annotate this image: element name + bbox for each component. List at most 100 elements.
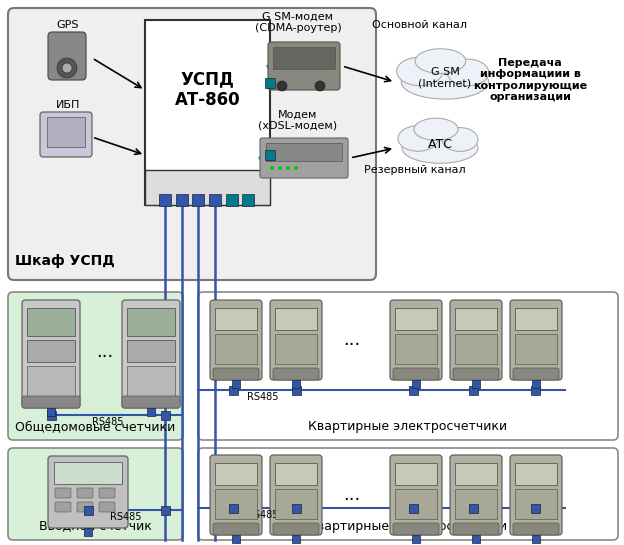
Text: Резервный канал: Резервный канал bbox=[364, 165, 466, 175]
FancyBboxPatch shape bbox=[122, 396, 180, 408]
Bar bbox=[145, 170, 270, 205]
FancyBboxPatch shape bbox=[77, 502, 93, 512]
Text: RS485: RS485 bbox=[110, 512, 142, 522]
Bar bbox=[160, 410, 170, 420]
FancyBboxPatch shape bbox=[210, 300, 262, 380]
Bar bbox=[215, 489, 257, 519]
Bar bbox=[192, 194, 204, 206]
Bar bbox=[273, 47, 335, 69]
FancyBboxPatch shape bbox=[390, 300, 442, 380]
FancyBboxPatch shape bbox=[510, 300, 562, 380]
Text: УСПД
АТ-860: УСПД АТ-860 bbox=[175, 71, 240, 110]
Bar bbox=[54, 462, 122, 484]
FancyBboxPatch shape bbox=[99, 502, 115, 512]
Bar bbox=[27, 308, 75, 336]
Text: G SM
(Internet): G SM (Internet) bbox=[419, 67, 472, 89]
FancyBboxPatch shape bbox=[213, 523, 259, 535]
Text: G SM-модем
(CDMA-роутер): G SM-модем (CDMA-роутер) bbox=[255, 11, 341, 33]
Bar bbox=[530, 385, 540, 395]
FancyBboxPatch shape bbox=[393, 368, 439, 380]
Bar bbox=[455, 489, 497, 519]
Bar bbox=[409, 504, 417, 512]
Bar bbox=[265, 150, 275, 160]
FancyBboxPatch shape bbox=[450, 300, 502, 380]
Bar bbox=[242, 194, 254, 206]
FancyBboxPatch shape bbox=[260, 138, 348, 178]
Bar bbox=[275, 463, 317, 485]
FancyBboxPatch shape bbox=[22, 300, 80, 408]
Circle shape bbox=[270, 166, 274, 170]
Text: Модем
(xDSL-модем): Модем (xDSL-модем) bbox=[258, 109, 338, 131]
Bar bbox=[127, 366, 175, 396]
Circle shape bbox=[62, 63, 72, 73]
Bar bbox=[127, 340, 175, 362]
Bar bbox=[176, 194, 188, 206]
Text: RS485: RS485 bbox=[92, 417, 124, 427]
FancyBboxPatch shape bbox=[273, 523, 319, 535]
FancyBboxPatch shape bbox=[450, 455, 502, 535]
Bar bbox=[515, 308, 557, 330]
FancyBboxPatch shape bbox=[453, 368, 499, 380]
Text: Шкаф УСПД: Шкаф УСПД bbox=[15, 254, 115, 268]
Text: Передача
информациии в
контролирующие
организации: Передача информациии в контролирующие ор… bbox=[473, 58, 587, 102]
FancyBboxPatch shape bbox=[198, 448, 618, 540]
Text: ...: ... bbox=[343, 486, 361, 504]
Bar bbox=[266, 143, 342, 161]
Bar bbox=[275, 334, 317, 364]
Bar bbox=[265, 78, 275, 88]
Bar bbox=[209, 194, 221, 206]
FancyBboxPatch shape bbox=[198, 292, 618, 440]
Text: Вводной счётчик: Вводной счётчик bbox=[39, 520, 152, 533]
Ellipse shape bbox=[398, 126, 438, 151]
FancyBboxPatch shape bbox=[8, 448, 183, 540]
FancyBboxPatch shape bbox=[77, 488, 93, 498]
Text: RS485: RS485 bbox=[247, 392, 279, 402]
Text: ИБП: ИБП bbox=[56, 100, 80, 110]
Circle shape bbox=[57, 58, 77, 78]
Bar bbox=[395, 463, 437, 485]
Ellipse shape bbox=[402, 132, 478, 164]
FancyBboxPatch shape bbox=[393, 523, 439, 535]
Text: RS485: RS485 bbox=[247, 510, 279, 520]
Bar bbox=[412, 380, 420, 388]
Bar bbox=[228, 385, 238, 395]
Bar bbox=[455, 463, 497, 485]
Bar bbox=[469, 385, 477, 395]
Ellipse shape bbox=[401, 65, 489, 99]
Bar bbox=[27, 340, 75, 362]
Circle shape bbox=[277, 81, 287, 91]
Text: ...: ... bbox=[343, 331, 361, 349]
Bar bbox=[275, 308, 317, 330]
Bar bbox=[84, 506, 92, 514]
Bar bbox=[515, 334, 557, 364]
Bar bbox=[47, 408, 55, 416]
FancyBboxPatch shape bbox=[55, 488, 71, 498]
FancyBboxPatch shape bbox=[122, 300, 180, 408]
FancyBboxPatch shape bbox=[99, 488, 115, 498]
FancyBboxPatch shape bbox=[513, 368, 559, 380]
FancyBboxPatch shape bbox=[453, 523, 499, 535]
Circle shape bbox=[315, 81, 325, 91]
FancyBboxPatch shape bbox=[8, 8, 376, 280]
FancyBboxPatch shape bbox=[513, 523, 559, 535]
Bar bbox=[27, 366, 75, 396]
Bar bbox=[291, 385, 301, 395]
Bar bbox=[145, 20, 270, 205]
FancyBboxPatch shape bbox=[510, 455, 562, 535]
Text: Основной канал: Основной канал bbox=[373, 20, 467, 30]
Bar bbox=[291, 504, 301, 512]
Ellipse shape bbox=[414, 118, 458, 141]
Text: Общедомовые счетчики: Общедомовые счетчики bbox=[15, 420, 175, 433]
Bar bbox=[127, 308, 175, 336]
Bar bbox=[292, 380, 300, 388]
Bar bbox=[47, 410, 56, 420]
Bar bbox=[515, 463, 557, 485]
Bar bbox=[532, 380, 540, 388]
Bar bbox=[395, 308, 437, 330]
Bar bbox=[275, 489, 317, 519]
Bar bbox=[455, 308, 497, 330]
Bar bbox=[232, 380, 240, 388]
Bar bbox=[472, 535, 480, 543]
Bar bbox=[530, 504, 540, 512]
Bar bbox=[395, 489, 437, 519]
